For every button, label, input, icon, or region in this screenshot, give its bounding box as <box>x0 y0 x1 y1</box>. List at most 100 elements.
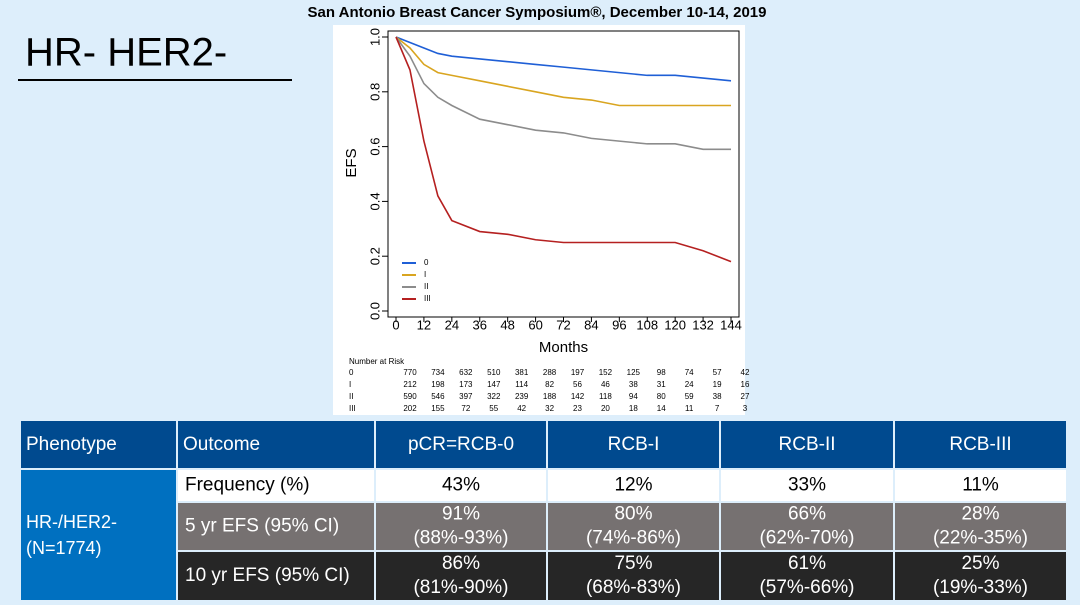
risk-row-label: I <box>349 380 351 389</box>
x-tick-label: 12 <box>417 317 431 332</box>
risk-value: 397 <box>459 392 473 401</box>
risk-value: 42 <box>517 404 526 413</box>
x-tick-label: 48 <box>500 317 514 332</box>
y-tick-label: 0.8 <box>367 83 382 101</box>
risk-value: 42 <box>741 368 750 377</box>
header-cell: RCB-III <box>949 434 1011 455</box>
risk-value: 59 <box>685 392 694 401</box>
x-tick-label: 132 <box>692 317 714 332</box>
table-cell <box>893 468 1068 503</box>
risk-value: 19 <box>713 380 722 389</box>
y-tick-label: 0.0 <box>367 302 382 320</box>
value-cell: 80% <box>614 504 652 525</box>
value-cell: 25% <box>961 553 999 574</box>
risk-value: 24 <box>685 380 694 389</box>
risk-value: 152 <box>599 368 613 377</box>
table-cell <box>893 550 1068 602</box>
chart-panel <box>333 25 745 415</box>
risk-value: 38 <box>713 392 722 401</box>
risk-row-label: 0 <box>349 368 354 377</box>
x-tick-label: 72 <box>556 317 570 332</box>
risk-value: 188 <box>543 392 557 401</box>
risk-value: 46 <box>601 380 610 389</box>
risk-value: 11 <box>685 404 694 413</box>
value-cell: 11% <box>962 475 999 496</box>
risk-value: 56 <box>573 380 582 389</box>
legend-label: III <box>424 294 431 303</box>
survival-curve <box>395 36 732 263</box>
group-label: (N=1774) <box>26 538 102 558</box>
x-tick-label: 60 <box>528 317 542 332</box>
risk-value: 546 <box>431 392 445 401</box>
risk-value: 20 <box>601 404 610 413</box>
value-cell: 91% <box>442 504 480 525</box>
table-cell <box>546 550 721 602</box>
risk-value: 57 <box>713 368 722 377</box>
risk-value: 239 <box>515 392 529 401</box>
risk-value: 72 <box>461 404 470 413</box>
table-cell <box>374 501 548 552</box>
group-label: HR-/HER2- <box>26 512 117 532</box>
outcome-cell: 10 yr EFS (95% CI) <box>185 565 350 586</box>
outcome-cell: Frequency (%) <box>185 475 310 496</box>
y-axis-label: EFS <box>343 148 360 177</box>
x-axis-label: Months <box>539 339 588 356</box>
risk-value: 322 <box>487 392 501 401</box>
header-cell: RCB-II <box>779 434 836 455</box>
y-tick-label: 0.6 <box>367 138 382 156</box>
value-cell: 43% <box>442 475 480 496</box>
risk-value: 142 <box>571 392 585 401</box>
outcome-cell: 5 yr EFS (95% CI) <box>185 516 339 537</box>
header-cell: pCR=RCB-0 <box>408 434 514 455</box>
legend-label: I <box>424 270 426 279</box>
table-cell <box>176 419 376 470</box>
table-cell <box>546 419 721 470</box>
value-cell: 12% <box>614 475 652 496</box>
table-cell <box>546 468 721 503</box>
risk-value: 381 <box>515 368 529 377</box>
risk-value: 82 <box>545 380 554 389</box>
risk-value: 3 <box>743 404 748 413</box>
slide-title: HR- HER2- <box>25 31 227 75</box>
risk-row-label: III <box>349 404 356 413</box>
value-cell: (81%-90%) <box>413 577 508 598</box>
x-tick-label: 96 <box>612 317 626 332</box>
y-tick-label: 0.4 <box>367 192 382 210</box>
value-cell: 66% <box>788 504 826 525</box>
risk-value: 18 <box>629 404 638 413</box>
risk-value: 74 <box>685 368 694 377</box>
risk-value: 27 <box>741 392 750 401</box>
risk-value: 38 <box>629 380 638 389</box>
table-cell <box>719 550 895 602</box>
x-tick-label: 84 <box>584 317 598 332</box>
table-cell <box>719 501 895 552</box>
risk-value: 173 <box>459 380 473 389</box>
table-cell <box>374 550 548 602</box>
value-cell: (74%-86%) <box>586 528 681 549</box>
value-cell: 33% <box>788 475 826 496</box>
survival-curve <box>395 36 732 82</box>
risk-value: 590 <box>403 392 417 401</box>
risk-value: 16 <box>741 380 750 389</box>
table-cell <box>19 468 178 602</box>
risk-value: 155 <box>431 404 445 413</box>
risk-value: 7 <box>715 404 720 413</box>
risk-value: 770 <box>403 368 417 377</box>
table-cell <box>546 501 721 552</box>
x-tick-label: 108 <box>636 317 658 332</box>
table-cell <box>176 501 376 552</box>
value-cell: 61% <box>788 553 826 574</box>
value-cell: 75% <box>614 553 652 574</box>
risk-value: 80 <box>657 392 666 401</box>
table-cell <box>893 419 1068 470</box>
legend-label: 0 <box>424 258 429 267</box>
x-tick-label: 0 <box>392 317 399 332</box>
value-cell: (68%-83%) <box>586 577 681 598</box>
risk-value: 32 <box>545 404 554 413</box>
header-cell: Outcome <box>183 434 260 455</box>
risk-value: 202 <box>403 404 417 413</box>
risk-value: 98 <box>657 368 666 377</box>
survival-curve <box>395 36 731 151</box>
risk-value: 114 <box>515 380 528 389</box>
